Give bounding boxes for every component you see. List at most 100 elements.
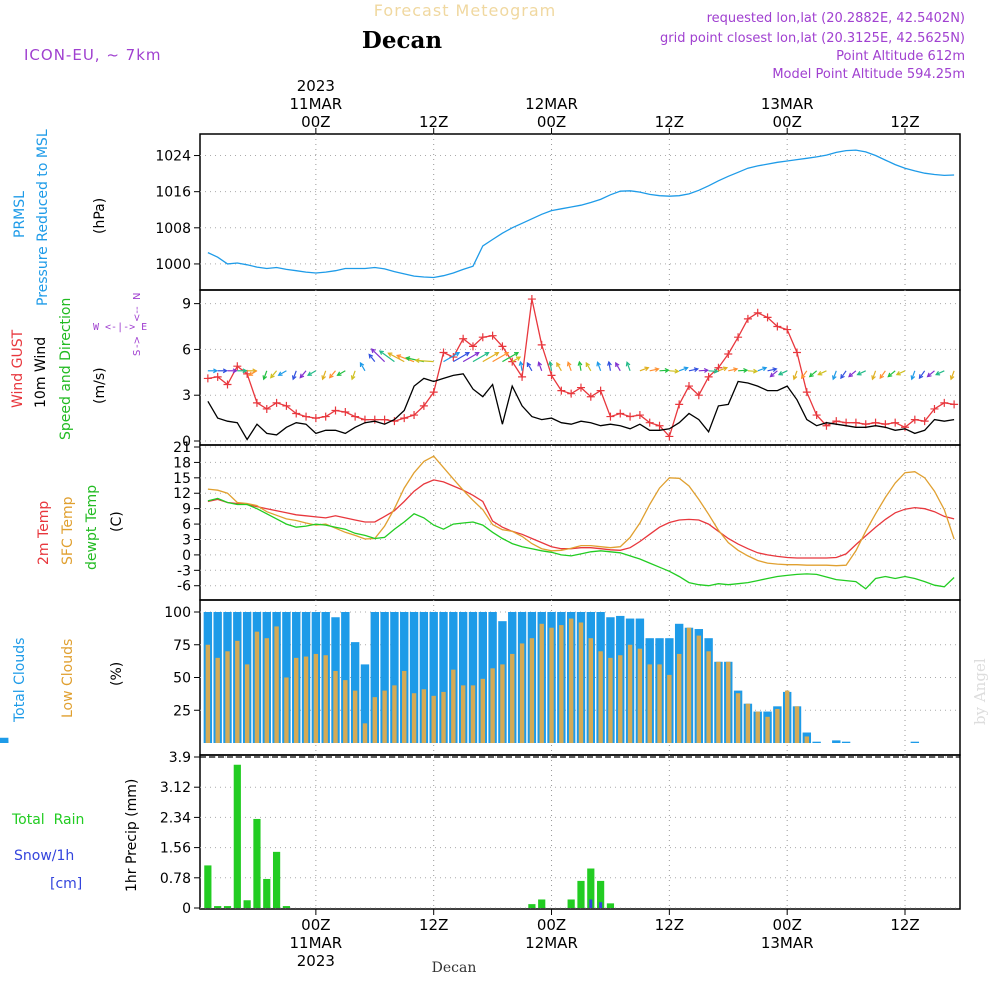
wind-arrow-head — [395, 354, 402, 359]
time-label: 00Z — [301, 916, 330, 934]
wind-arrow-head — [566, 361, 572, 367]
wind-arrow-head — [577, 360, 583, 366]
wind-arrow-head — [777, 371, 784, 376]
wind-arrow-head — [350, 375, 356, 381]
low-cloud-bar — [303, 656, 309, 743]
wind-arrow-head — [615, 361, 620, 368]
wind-direction-arrow — [911, 370, 916, 380]
y-tick-label: 12 — [173, 486, 191, 502]
wind-arrow-head — [518, 360, 524, 366]
wind-direction-arrow — [307, 370, 317, 376]
wind-arrow-head — [832, 375, 837, 381]
time-label: 2023 — [297, 952, 335, 970]
wind-arrow-head — [926, 372, 932, 378]
wind-direction-arrow — [596, 362, 602, 371]
time-label: 12Z — [890, 916, 919, 934]
time-label: 11MAR — [290, 95, 343, 113]
wind-direction-arrow — [871, 370, 877, 380]
wind-direction-arrow — [462, 352, 480, 363]
wind-arrow-head — [306, 371, 313, 376]
panel-frame — [199, 444, 961, 601]
wind-arrow-head — [516, 356, 522, 361]
total-cloud-bar — [478, 612, 487, 743]
gust-marker — [439, 348, 448, 357]
y-tick-label: 9 — [182, 502, 191, 518]
y-tick-label: 15 — [173, 471, 191, 487]
y-tick-label: 6 — [182, 342, 191, 358]
wind-direction-arrow — [639, 367, 649, 372]
time-label: 00Z — [537, 916, 566, 934]
wind-direction-arrow — [896, 370, 906, 376]
rain-bar — [253, 818, 261, 908]
wind-arrow-head — [644, 366, 650, 372]
wind-direction-arrow — [351, 370, 356, 380]
wind-direction-arrow — [396, 354, 415, 363]
wind-arrow-head — [772, 367, 778, 372]
pressure-labels: PRMSL Pressure Reduced to MSL (hPa) — [12, 129, 108, 306]
panel-precip: 0 0.78 1.56 2.34 3.12 3.9 — [160, 750, 961, 917]
wind-label-gust: Wind GUST — [10, 329, 26, 408]
gust-marker — [478, 333, 487, 342]
compass-we: W <-|-> E — [93, 322, 147, 333]
gust-marker — [272, 398, 281, 407]
wind-direction-arrow — [698, 369, 708, 372]
y-tick-label: 75 — [173, 638, 191, 654]
wind-direction-arrow — [337, 370, 346, 376]
gust-marker — [508, 357, 517, 366]
wind-direction-arrow — [567, 362, 572, 371]
low-cloud-bar — [794, 706, 800, 743]
gust-marker — [498, 342, 507, 351]
total-cloud-bar — [439, 612, 448, 743]
total-cloud-bar — [419, 612, 429, 743]
low-cloud-bar — [726, 661, 731, 743]
total-cloud-bar — [910, 741, 920, 743]
low-cloud-bar — [294, 657, 299, 743]
low-cloud-bar — [500, 664, 505, 743]
low-cloud-bar — [627, 644, 633, 743]
wind-arrow-head — [222, 368, 228, 374]
wind-arrow-head — [585, 361, 591, 368]
wind-direction-arrow — [472, 352, 489, 363]
wind-direction-arrow — [718, 367, 728, 372]
wind-arrow-head — [291, 375, 297, 381]
time-label: 00Z — [301, 113, 330, 131]
wind-direction-arrow — [728, 368, 738, 372]
wind-arrow-head — [455, 352, 461, 357]
wind-arrow-head — [654, 367, 660, 372]
wind-arrow-head — [537, 361, 543, 367]
time-label: 2023 — [297, 77, 335, 95]
low-cloud-bar — [362, 723, 368, 743]
low-cloud-bar — [696, 635, 702, 743]
compass-s: S — [132, 350, 143, 356]
total-cloud-bar — [390, 612, 399, 743]
wind-direction-arrow — [626, 362, 631, 371]
wind-arrow-head — [526, 361, 532, 368]
wind-direction-arrow — [270, 370, 278, 379]
wind-direction-arrow — [757, 367, 767, 372]
wind-direction-arrow — [935, 370, 945, 376]
gust-marker — [812, 411, 821, 420]
low-cloud-bar — [372, 697, 377, 743]
rain-bar — [282, 906, 291, 908]
wind-direction-arrow — [526, 362, 533, 372]
low-cloud-bar — [313, 653, 319, 743]
total-cloud-bar — [341, 612, 350, 743]
y-tick-label: 1008 — [155, 221, 191, 237]
low-cloud-bar — [441, 691, 446, 743]
panel-frame — [199, 754, 961, 910]
gust-marker — [518, 372, 527, 381]
wind-direction-arrow — [669, 370, 679, 373]
total-cloud-bar — [360, 664, 370, 743]
low-cloud-bar — [618, 655, 623, 743]
wind-direction-arrow — [887, 370, 896, 378]
wind-arrow-head — [625, 361, 631, 367]
panel-clouds: 25 50 75 100 — [0, 599, 961, 756]
credit-label: by Angel — [971, 658, 989, 725]
precip-label-rain: Total Rain — [11, 812, 84, 828]
wind-arrow-head — [762, 366, 768, 372]
temp-label-2m: 2m Temp — [36, 501, 52, 565]
wind-arrow-head — [856, 371, 862, 376]
wind-arrow-head — [514, 352, 520, 357]
low-cloud-bar — [657, 664, 662, 743]
